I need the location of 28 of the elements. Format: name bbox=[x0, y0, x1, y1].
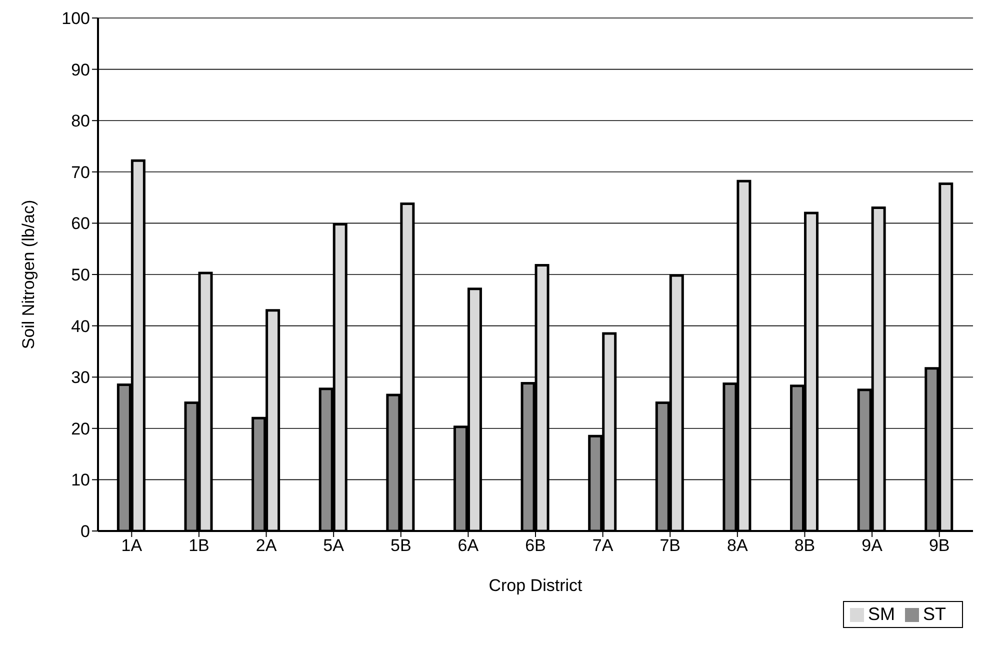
x-tick-label: 9B bbox=[928, 536, 950, 556]
x-axis-title: Crop District bbox=[488, 576, 583, 595]
y-tick-label: 50 bbox=[71, 266, 90, 285]
y-tick-label: 70 bbox=[71, 162, 90, 182]
x-tick-label: 9A bbox=[862, 536, 884, 556]
x-tick-label: 1B bbox=[188, 536, 210, 556]
x-tick-label: 5A bbox=[323, 536, 345, 556]
x-tick-label: 8B bbox=[794, 536, 816, 556]
y-tick-label: 0 bbox=[80, 522, 90, 542]
x-tick-label: 1A bbox=[121, 536, 143, 556]
y-tick-label: 30 bbox=[71, 368, 90, 388]
x-tick-label: 7B bbox=[660, 536, 681, 556]
x-tick-label: 8A bbox=[727, 536, 748, 556]
x-tick-label: 6B bbox=[525, 536, 546, 556]
y-tick-label: 60 bbox=[71, 214, 90, 234]
y-tick-label: 80 bbox=[71, 112, 90, 131]
x-tick-label: 2A bbox=[256, 536, 278, 556]
x-tick-label: 5B bbox=[390, 536, 412, 556]
x-tick-label: 6A bbox=[458, 536, 480, 556]
y-tick-label: 10 bbox=[71, 470, 90, 490]
y-tick-label: 90 bbox=[71, 60, 90, 80]
legend-label: SM bbox=[868, 604, 895, 624]
y-tick-label: 20 bbox=[71, 419, 90, 438]
y-tick-label: 100 bbox=[62, 9, 90, 28]
y-axis-title: Soil Nitrogen (lb/ac) bbox=[19, 200, 38, 350]
y-tick-label: 40 bbox=[71, 316, 90, 336]
legend-label: ST bbox=[922, 604, 946, 624]
x-tick-label: 7A bbox=[592, 536, 614, 556]
